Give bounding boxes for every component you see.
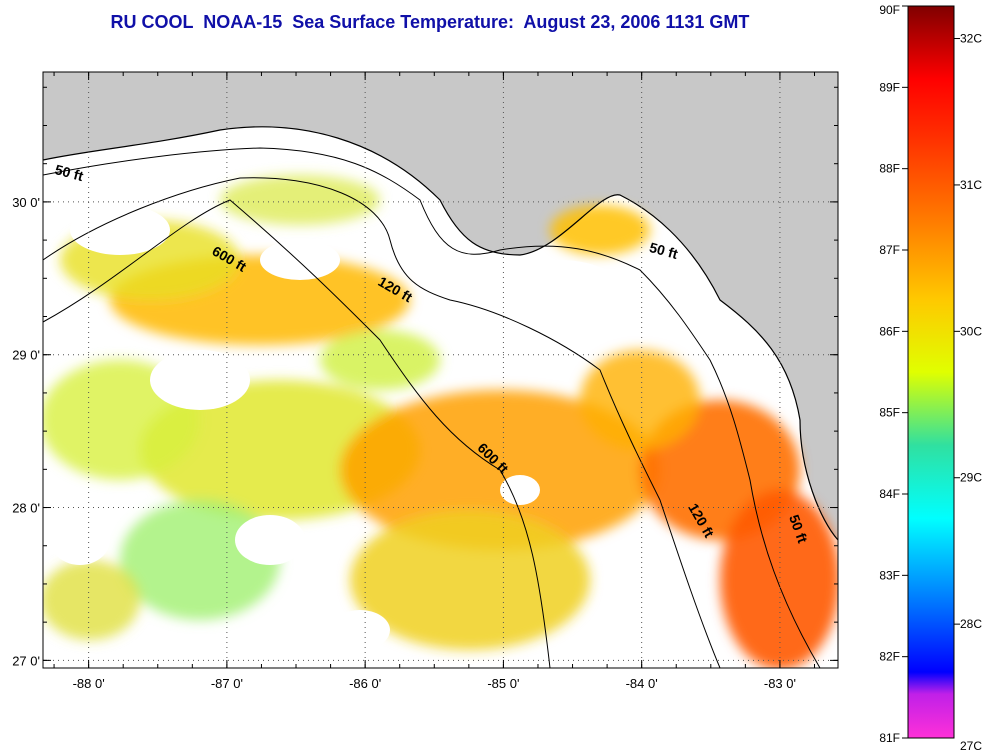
colorbar: 81F 82F 83F 84F 85F 86F 87F 88F 89F 90F 27C 28C 29C…	[879, 3, 982, 753]
lat-tick-label: 29 0'	[12, 348, 40, 363]
contour-120ft	[43, 177, 721, 668]
colorbar-label-f: 85F	[879, 406, 900, 420]
colorbar-label-f: 81F	[879, 731, 900, 745]
colorbar-label-c: 29C	[960, 471, 982, 485]
colorbar-label-f: 88F	[879, 162, 900, 176]
colorbar-label-c: 27C	[960, 739, 982, 753]
lat-tick-label: 27 0'	[12, 653, 40, 668]
map-frame	[42, 71, 839, 669]
colorbar-fahrenheit-labels: 81F 82F 83F 84F 85F 86F 87F 88F 89F 90F	[879, 3, 908, 745]
map-title: RU COOL NOAA-15 Sea Surface Temperature:…	[110, 12, 750, 32]
colorbar-label-c: 28C	[960, 617, 982, 631]
colorbar-label-f: 90F	[879, 3, 900, 17]
colorbar-label-f: 82F	[879, 650, 900, 664]
lon-tick-label: -84 0'	[626, 676, 658, 691]
lon-tick-label: -86 0'	[349, 676, 381, 691]
colorbar-label-c: 31C	[960, 178, 982, 192]
lat-tick-label: 30 0'	[12, 195, 40, 210]
lon-tick-label: -88 0'	[73, 676, 105, 691]
lat-tick-label: 28 0'	[12, 501, 40, 516]
colorbar-label-f: 89F	[879, 80, 900, 94]
lon-tick-label: -87 0'	[211, 676, 243, 691]
lon-tick-label: -83 0'	[764, 676, 796, 691]
depth-contours	[43, 147, 821, 668]
contour-600ft	[43, 199, 551, 668]
contour-label: 50 ft	[648, 239, 680, 262]
colorbar-label-c: 32C	[960, 32, 982, 46]
colorbar-label-f: 86F	[879, 324, 900, 338]
contour-50ft	[43, 147, 821, 668]
contour-label: 50 ft	[53, 161, 85, 184]
colorbar-celsius-labels: 27C 28C 29C 30C 31C 32C	[954, 32, 982, 753]
colorbar-ramp	[907, 5, 955, 739]
axis-ticks: -88 0' -87 0' -86 0' -85 0' -84 0' -83 0' 27 0…	[12, 72, 838, 691]
colorbar-label-f: 84F	[879, 487, 900, 501]
colorbar-label-f: 87F	[879, 243, 900, 257]
colorbar-label-c: 30C	[960, 324, 982, 338]
coastline	[43, 126, 838, 541]
lon-tick-label: -85 0'	[487, 676, 519, 691]
colorbar-label-f: 83F	[879, 568, 900, 582]
cloud-gaps	[50, 205, 705, 650]
